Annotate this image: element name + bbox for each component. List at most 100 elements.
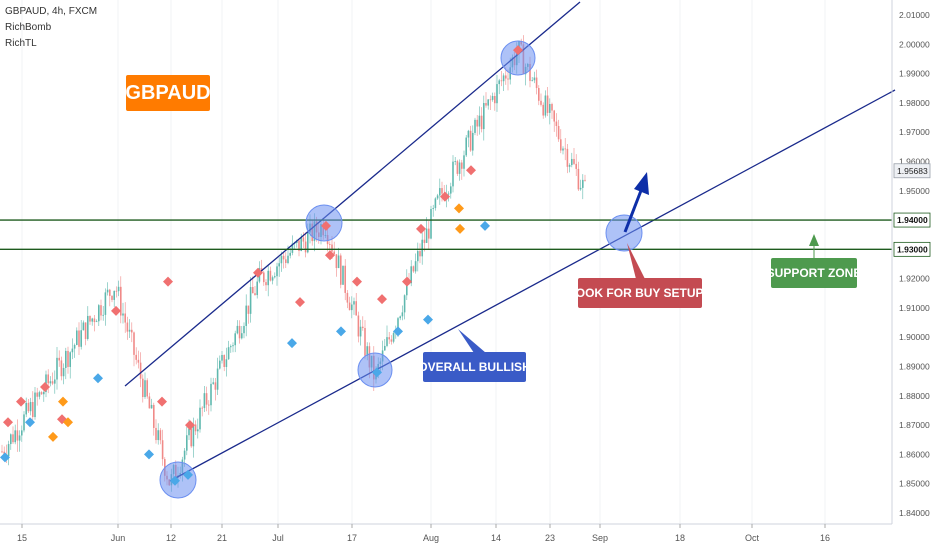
support-level-label: 1.93000 bbox=[897, 244, 928, 254]
candle-body bbox=[150, 404, 153, 409]
signal-diamond bbox=[170, 475, 180, 486]
candle-body bbox=[566, 148, 569, 167]
signal-diamond bbox=[16, 396, 26, 407]
candle-body bbox=[106, 289, 109, 293]
overall-bullish-label: OVERALL BULLISH bbox=[418, 352, 531, 382]
candle-body bbox=[564, 148, 566, 150]
candle-body bbox=[454, 161, 456, 162]
signal-diamond bbox=[336, 326, 346, 337]
y-tick-label: 1.91000 bbox=[899, 303, 930, 313]
signal-diamond bbox=[48, 431, 58, 442]
candle-body bbox=[153, 404, 155, 428]
candle-body bbox=[439, 188, 441, 196]
candle-body bbox=[126, 322, 129, 332]
candle-body bbox=[496, 84, 498, 104]
candle-body bbox=[241, 333, 243, 339]
candle-body bbox=[36, 392, 38, 397]
y-tick-label: 1.92000 bbox=[899, 274, 930, 284]
bullish-arrow-shaft bbox=[623, 187, 644, 233]
candle-body bbox=[117, 286, 120, 292]
candle-body bbox=[219, 360, 221, 369]
candle-body bbox=[390, 339, 393, 342]
candle-body bbox=[199, 407, 201, 430]
x-tick-label: Jul bbox=[272, 533, 284, 543]
x-tick-label: Sep bbox=[592, 533, 608, 543]
candle-body bbox=[201, 407, 203, 409]
candle-body bbox=[535, 77, 538, 89]
candle-body bbox=[340, 255, 342, 285]
x-tick-label: Oct bbox=[745, 533, 760, 543]
candle-body bbox=[82, 322, 85, 331]
candle-body bbox=[553, 110, 555, 122]
candle-body bbox=[131, 329, 133, 333]
candle-body bbox=[51, 381, 54, 384]
signal-diamond bbox=[423, 314, 433, 325]
candle-body bbox=[60, 360, 63, 377]
candle-body bbox=[78, 330, 80, 347]
x-tick-label: 21 bbox=[217, 533, 227, 543]
candle-body bbox=[58, 357, 60, 361]
signal-diamond bbox=[183, 469, 193, 480]
candle-body bbox=[364, 328, 366, 356]
candle-body bbox=[25, 402, 27, 415]
signal-diamond bbox=[111, 305, 121, 316]
candle-body bbox=[104, 292, 107, 315]
candle-body bbox=[430, 209, 432, 239]
signal-diamond bbox=[295, 297, 305, 308]
y-tick-label: 2.00000 bbox=[899, 39, 930, 49]
candle-body bbox=[111, 295, 113, 300]
candle-body bbox=[285, 259, 287, 264]
candle-body bbox=[531, 80, 533, 82]
candle-body bbox=[142, 378, 144, 398]
buy-label-pointer bbox=[627, 243, 645, 279]
candle-body bbox=[280, 255, 283, 264]
candle-body bbox=[467, 130, 470, 138]
candle-body bbox=[214, 382, 217, 390]
candle-body bbox=[278, 263, 280, 267]
candle-body bbox=[432, 208, 434, 210]
candle-body bbox=[573, 158, 575, 164]
candle-body bbox=[298, 240, 300, 251]
candle-body bbox=[91, 318, 93, 322]
candle-body bbox=[32, 402, 34, 418]
x-tick-label: 16 bbox=[820, 533, 830, 543]
signal-diamond bbox=[93, 373, 103, 384]
candle-body bbox=[355, 301, 357, 316]
candle-body bbox=[135, 354, 137, 360]
candle-body bbox=[461, 162, 463, 169]
candle-body bbox=[441, 188, 443, 194]
candle-body bbox=[221, 354, 223, 361]
y-tick-label: 1.90000 bbox=[899, 332, 930, 342]
candle-body bbox=[232, 345, 234, 347]
candle-body bbox=[62, 367, 65, 377]
y-tick-label: 1.88000 bbox=[899, 391, 930, 401]
candle-body bbox=[274, 276, 276, 278]
candle-body bbox=[401, 312, 404, 317]
candle-body bbox=[192, 424, 195, 447]
candle-body bbox=[27, 402, 30, 412]
candle-body bbox=[458, 162, 461, 174]
y-tick-label: 1.84000 bbox=[899, 508, 930, 518]
candle-body bbox=[557, 126, 560, 140]
x-tick-label: 14 bbox=[491, 533, 501, 543]
candle-body bbox=[474, 119, 476, 133]
candle-body bbox=[212, 382, 214, 384]
candle-body bbox=[227, 347, 230, 360]
candle-body bbox=[333, 251, 335, 255]
signal-diamond bbox=[480, 220, 490, 231]
candle-body bbox=[388, 337, 390, 340]
y-tick-label: 1.96000 bbox=[899, 156, 930, 166]
candle-body bbox=[65, 350, 67, 368]
candle-body bbox=[423, 239, 426, 243]
signal-diamond bbox=[372, 367, 382, 378]
candle-body bbox=[7, 444, 10, 457]
candle-body bbox=[476, 119, 478, 127]
candle-body bbox=[551, 104, 553, 111]
signal-diamond bbox=[455, 223, 465, 234]
candle-body bbox=[21, 430, 23, 436]
candle-body bbox=[249, 287, 252, 314]
symbol-line: GBPAUD, 4h, FXCM bbox=[5, 6, 98, 17]
x-tick-label: 23 bbox=[545, 533, 555, 543]
candle-body bbox=[188, 428, 190, 436]
candle-body bbox=[208, 404, 210, 406]
